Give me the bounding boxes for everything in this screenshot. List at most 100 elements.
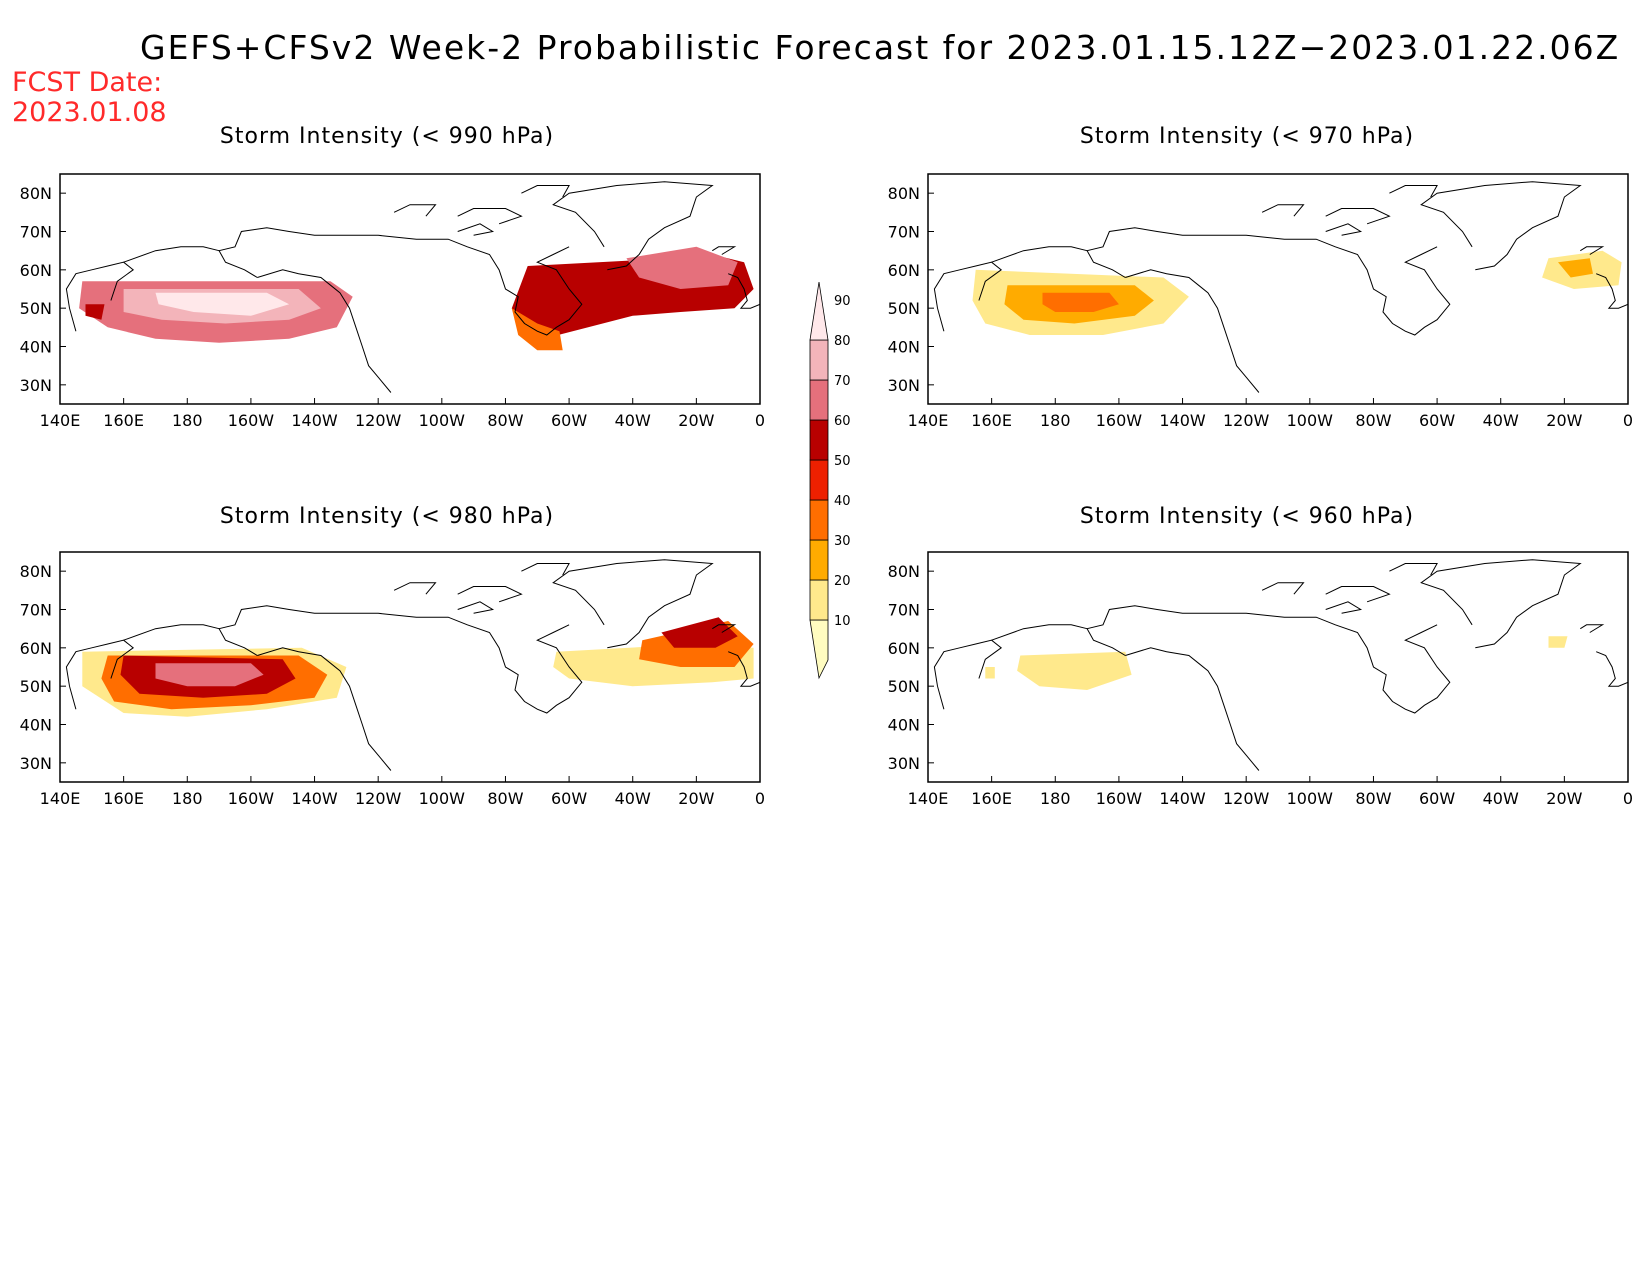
colorbar-swatch-4 (809, 459, 829, 501)
colorbar-label-6: 70 (834, 374, 851, 389)
lon-tick-label: 80W (487, 789, 523, 808)
lon-tick-label: 40W (615, 411, 651, 430)
lat-tick-label: 80N (888, 184, 920, 203)
colorbar-label-8: 90 (834, 294, 851, 309)
coastline-2 (65, 261, 135, 332)
coastline-3 (991, 246, 1088, 263)
lat-tick-label: 60N (888, 639, 920, 658)
coastline-5 (1596, 651, 1628, 687)
lat-tick-label: 30N (888, 754, 920, 773)
coastline-6 (1580, 246, 1605, 255)
lon-tick-label: 160W (1096, 789, 1143, 808)
lon-tick-label: 100W (419, 411, 466, 430)
lon-tick-label: 140W (1159, 789, 1206, 808)
lon-tick-label: 20W (1546, 411, 1582, 430)
map-panel-990: 140E 160E 180 160W 140W 120W 100W 80W 60W 40W 20W 0… (20, 173, 765, 430)
coastline-4 (1420, 559, 1582, 649)
colorbar-label-0: 10 (834, 614, 851, 629)
lat-tick-label: 30N (20, 376, 52, 395)
coastline-0 (218, 605, 583, 714)
lat-tick-label: 60N (20, 639, 52, 658)
lon-tick-label: 0 (755, 789, 765, 808)
lon-tick-label: 40W (1483, 411, 1519, 430)
coastline-9 (521, 185, 570, 198)
lon-tick-label: 160W (1096, 411, 1143, 430)
probability-area-1 (1548, 636, 1568, 648)
lon-tick-label: 160W (228, 789, 275, 808)
lon-tick-label: 60W (551, 789, 587, 808)
coastline-1 (1125, 269, 1260, 393)
colorbar-swatch-1 (809, 579, 829, 621)
lon-tick-label: 20W (1546, 789, 1582, 808)
lat-tick-label: 60N (888, 261, 920, 280)
lon-tick-label: 140E (40, 411, 81, 430)
probability-area-0 (1017, 651, 1132, 690)
lon-tick-label: 0 (1623, 411, 1633, 430)
coastline-7 (457, 586, 523, 603)
coastline-6 (712, 246, 737, 255)
lat-tick-label: 50N (20, 299, 52, 318)
lon-tick-label: 140E (908, 411, 949, 430)
colorbar-swatch-3 (809, 499, 829, 541)
forecast-date-label: FCST Date: 2023.01.08 (12, 68, 167, 128)
map-frame (59, 551, 761, 783)
lon-tick-label: 80W (1355, 789, 1391, 808)
lon-tick-label: 180 (1040, 789, 1071, 808)
coastline-5 (728, 273, 760, 309)
lon-tick-label: 140W (291, 411, 338, 430)
coastline-3 (123, 624, 220, 641)
fcst-date: 2023.01.08 (12, 97, 167, 128)
probability-area-2 (155, 292, 290, 316)
lat-tick-label: 50N (888, 677, 920, 696)
colorbar-legend: 10 20 30 40 50 60 70 80 90 (809, 281, 851, 680)
lon-tick-label: 160E (971, 789, 1012, 808)
coastline-2 (933, 261, 1003, 332)
coastline-4 (552, 181, 714, 271)
lon-tick-label: 100W (419, 789, 466, 808)
probability-area-6 (85, 304, 105, 320)
coastline-1 (257, 647, 392, 771)
panel-title-990: Storm Intensity (< 990 hPa) (219, 124, 555, 149)
coastline-6 (1580, 624, 1605, 633)
map-frame (927, 551, 1629, 783)
lat-tick-label: 30N (20, 754, 52, 773)
colorbar-swatch-8 (809, 281, 829, 341)
lon-tick-label: 100W (1287, 789, 1334, 808)
coastline-8 (1261, 204, 1305, 217)
coastline-4 (1420, 181, 1582, 271)
coastline-1 (257, 269, 392, 393)
colorbar-label-1: 20 (834, 574, 851, 589)
lat-tick-label: 40N (20, 716, 52, 735)
coastline-3 (991, 624, 1088, 641)
map-frame (927, 173, 1629, 405)
lon-tick-label: 120W (355, 411, 402, 430)
lat-tick-label: 70N (20, 601, 52, 620)
lat-tick-label: 40N (20, 338, 52, 357)
lat-tick-label: 40N (888, 716, 920, 735)
colorbar-label-3: 40 (834, 494, 851, 509)
coastline-10 (457, 601, 495, 614)
main-title: GEFS+CFSv2 Week-2 Probabilistic Forecast… (140, 28, 1621, 67)
lon-tick-label: 180 (1040, 411, 1071, 430)
lon-tick-label: 40W (1483, 789, 1519, 808)
map-frame (59, 173, 761, 405)
lon-tick-label: 180 (172, 411, 203, 430)
lon-tick-label: 120W (1223, 411, 1270, 430)
lat-tick-label: 50N (888, 299, 920, 318)
colorbar-swatch-7 (809, 339, 829, 381)
lon-tick-label: 160E (103, 411, 144, 430)
lon-tick-label: 160E (103, 789, 144, 808)
lat-tick-label: 80N (20, 562, 52, 581)
colorbar-swatch-5 (809, 419, 829, 461)
coastline-5 (1596, 273, 1628, 309)
lon-tick-label: 80W (1355, 411, 1391, 430)
lon-tick-label: 20W (678, 789, 714, 808)
coastline-3 (123, 246, 220, 263)
lon-tick-label: 0 (1623, 789, 1633, 808)
coastline-7 (1325, 586, 1391, 603)
lat-tick-label: 70N (20, 223, 52, 242)
probability-area-4 (1558, 258, 1593, 278)
lat-tick-label: 30N (888, 376, 920, 395)
coastline-0 (1086, 605, 1451, 714)
map-panel-960: 140E 160E 180 160W 140W 120W 100W 80W 60W 40W 20W 0… (888, 551, 1633, 808)
